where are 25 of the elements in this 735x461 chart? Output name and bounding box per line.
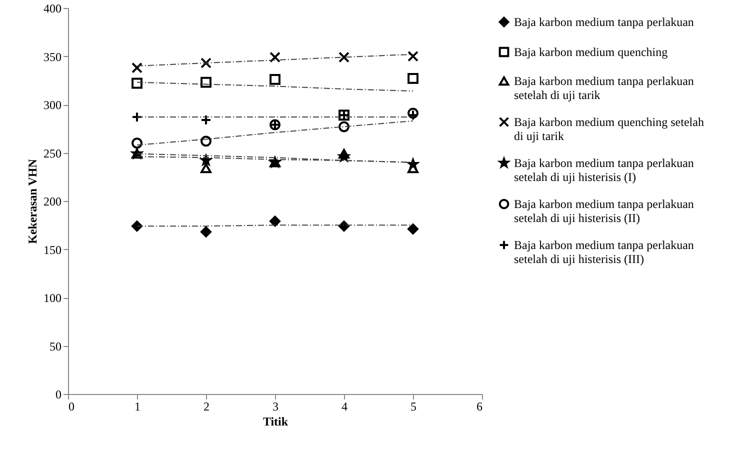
y-tick-label: 200 <box>44 194 62 208</box>
y-tick-label: 100 <box>44 291 62 305</box>
x-tick-label: 6 <box>476 400 482 414</box>
legend-label: Baja karbon medium tanpa perlakuan setelah di uji histerisis (II) <box>514 197 694 225</box>
x-tick-label: 3 <box>272 400 278 414</box>
x-tick-label: 0 <box>68 400 74 414</box>
y-tick-label: 350 <box>44 50 62 64</box>
legend-label: Baja karbon medium tanpa perlakuan setelah di uji tarik <box>514 74 694 102</box>
y-axis-title: Kekerasan VHN <box>26 158 40 244</box>
legend-label: Baja karbon medium quenching <box>514 45 668 59</box>
x-tick-label: 1 <box>134 400 140 414</box>
legend-label: Baja karbon medium tanpa perlakuan setelah di uji histerisis (III) <box>514 238 694 266</box>
x-axis-title: Titik <box>262 414 288 428</box>
y-tick-label: 50 <box>50 339 62 354</box>
legend-label: Baja karbon medium tanpa perlakuan <box>514 15 694 29</box>
legend-label: Baja karbon medium quenching setelah di uji tarik <box>514 115 704 143</box>
y-tick-label: 0 <box>56 388 62 402</box>
y-tick-label: 300 <box>44 98 62 112</box>
x-tick-label: 2 <box>204 400 210 414</box>
y-tick-label: 250 <box>44 146 62 160</box>
x-tick-label: 5 <box>410 400 416 414</box>
y-tick-label: 150 <box>44 242 62 257</box>
legend-label: Baja karbon medium tanpa perlakuan setelah di uji histerisis (I) <box>514 156 694 184</box>
y-tick-label: 400 <box>44 2 62 16</box>
x-tick-label: 4 <box>342 400 348 414</box>
